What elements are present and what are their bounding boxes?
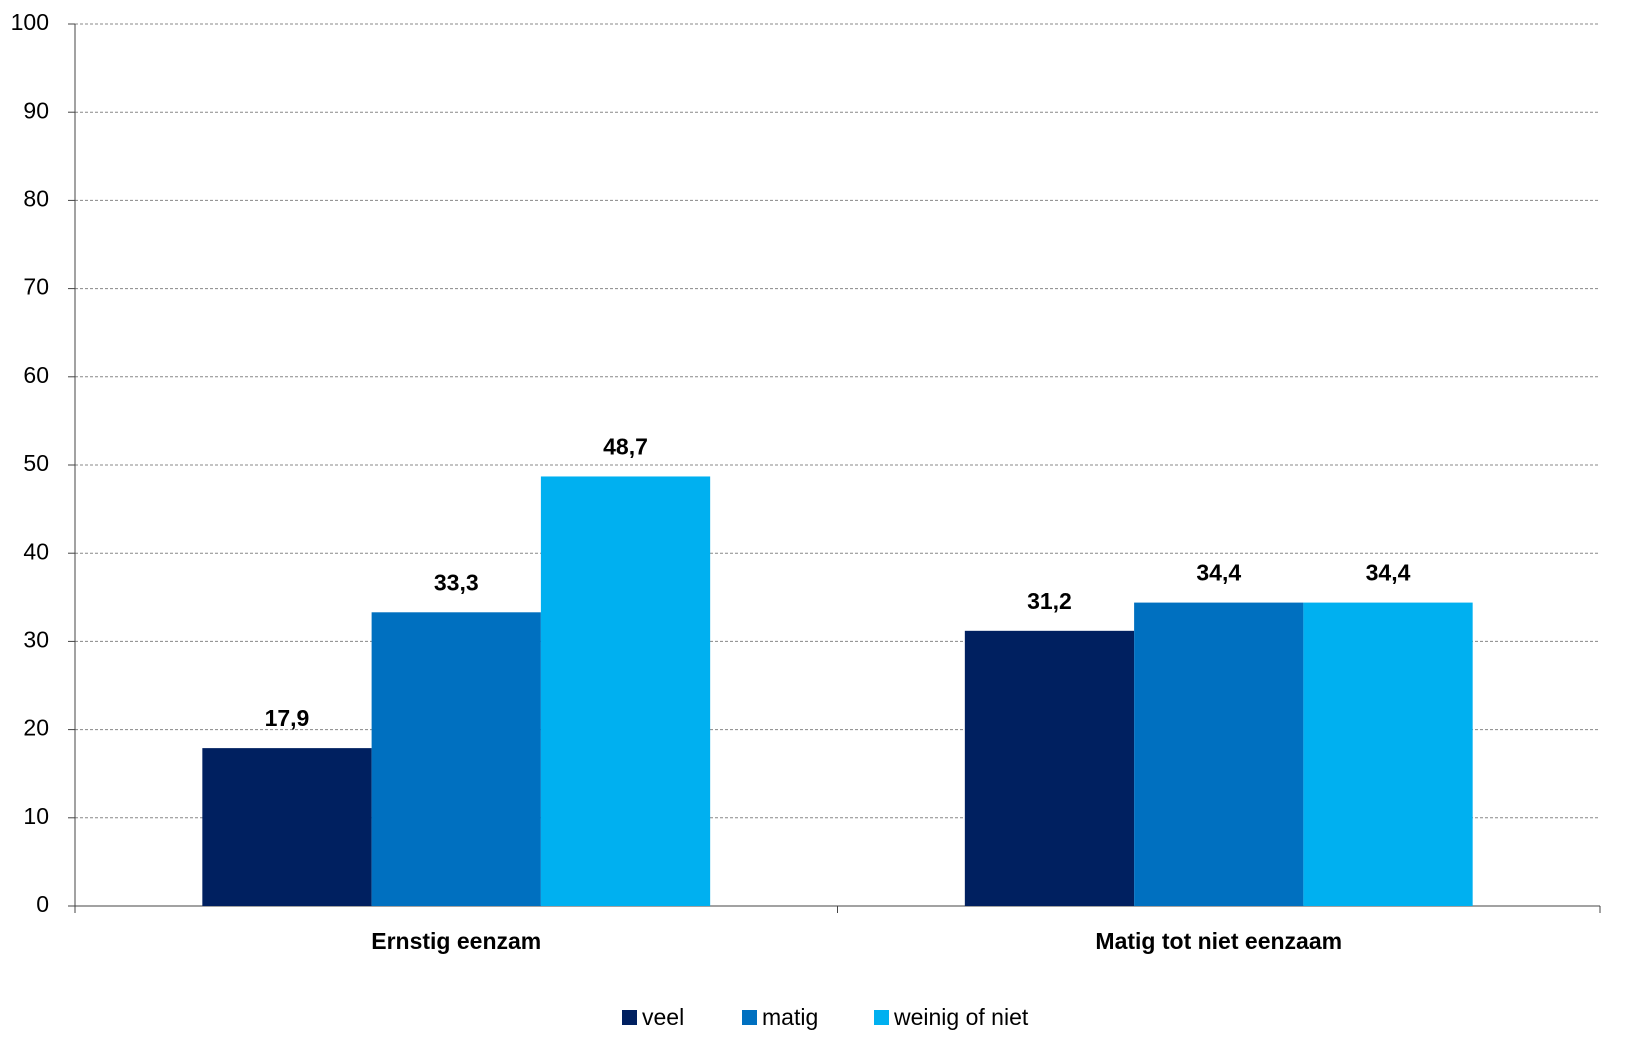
legend-swatch [742, 1010, 757, 1025]
y-tick-label: 70 [23, 274, 49, 300]
y-tick-label: 40 [23, 538, 49, 564]
y-tick-label: 0 [36, 891, 49, 917]
x-tick-label: Ernstig eenzam [371, 928, 541, 954]
y-tick-label: 80 [23, 185, 49, 211]
legend-label: matig [762, 1004, 818, 1030]
value-label: 48,7 [603, 434, 648, 460]
legend-label: weinig of niet [893, 1004, 1029, 1030]
bar [540, 476, 711, 906]
legend-swatch [622, 1010, 637, 1025]
bar [202, 748, 372, 906]
value-label: 17,9 [265, 705, 310, 731]
value-label: 34,4 [1196, 560, 1241, 586]
legend-swatch [874, 1010, 889, 1025]
value-label: 33,3 [434, 569, 479, 595]
y-tick-label: 10 [23, 803, 49, 829]
bar [1303, 602, 1473, 906]
y-tick-label: 100 [11, 9, 49, 35]
value-label: 31,2 [1027, 588, 1072, 614]
y-tick-label: 90 [23, 97, 49, 123]
value-label: 34,4 [1366, 560, 1411, 586]
y-tick-label: 60 [23, 362, 49, 388]
bar [371, 612, 541, 906]
legend-label: veel [642, 1004, 684, 1030]
x-tick-label: Matig tot niet eenzaam [1095, 928, 1342, 954]
y-tick-label: 50 [23, 450, 49, 476]
bar [1134, 602, 1304, 906]
y-tick-label: 20 [23, 715, 49, 741]
y-tick-label: 30 [23, 626, 49, 652]
bar [964, 630, 1135, 906]
